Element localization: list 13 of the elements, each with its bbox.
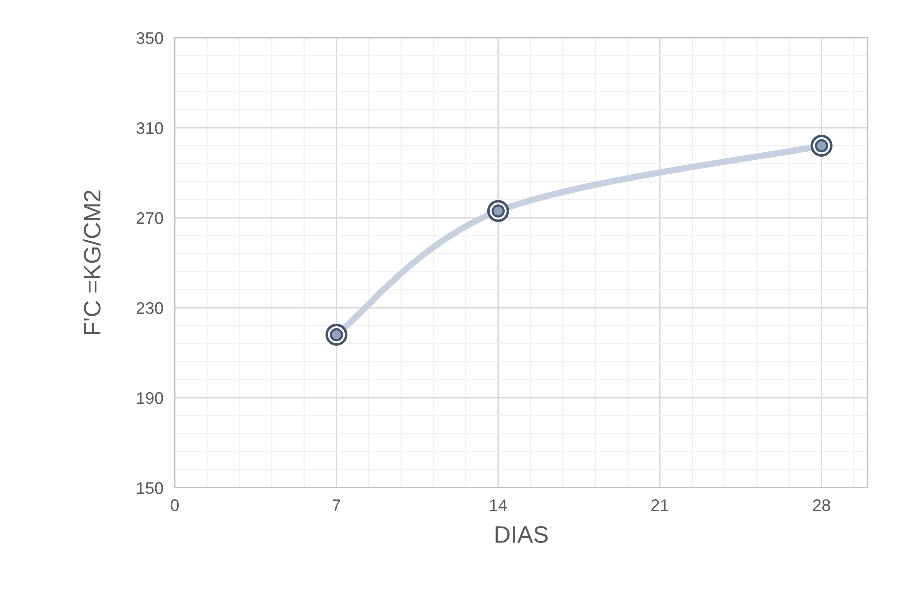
x-axis-title: DIAS bbox=[496, 526, 548, 544]
x-tick-label: 0 bbox=[171, 500, 179, 512]
y-tick-label: 310 bbox=[136, 122, 164, 134]
x-tick-label: 21 bbox=[652, 500, 669, 512]
y-tick-label: 350 bbox=[136, 32, 164, 44]
y-tick-label: 190 bbox=[137, 392, 164, 404]
x-tick-label: 7 bbox=[332, 500, 340, 512]
x-tick-label: 14 bbox=[490, 500, 508, 512]
y-axis-title: F'C =KG/CM2 bbox=[84, 190, 101, 334]
x-tick-label: 28 bbox=[813, 500, 830, 512]
y-tick-label: 230 bbox=[136, 302, 164, 314]
y-tick-label: 270 bbox=[136, 212, 164, 224]
y-tick-label: 150 bbox=[137, 482, 164, 494]
